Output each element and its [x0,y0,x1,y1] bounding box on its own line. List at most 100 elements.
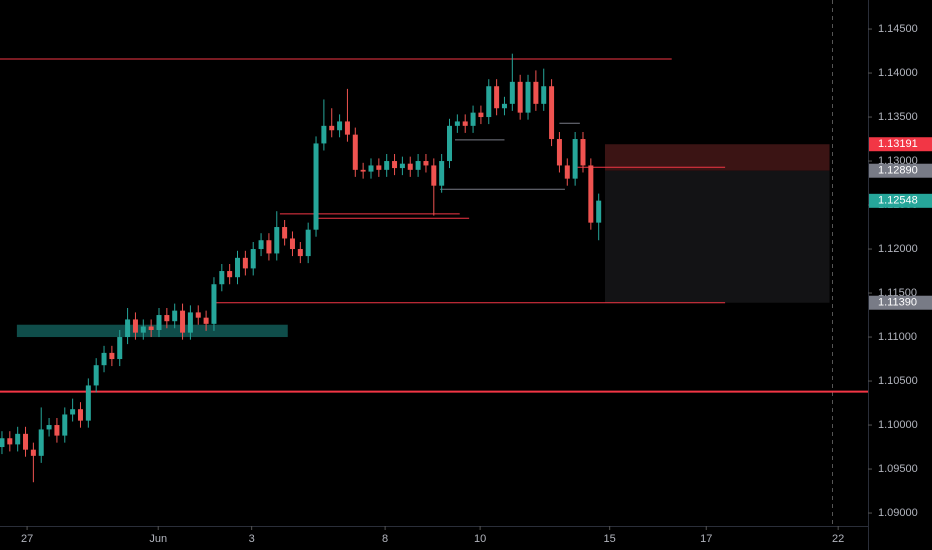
candle-body [431,165,437,186]
candle-body [93,365,99,386]
y-tick-label: 1.09000 [878,507,918,519]
candle-body [407,163,413,170]
candle-body [289,238,295,250]
candle-body [140,326,146,333]
candle-body [109,352,115,360]
candle-body [235,257,241,278]
candle-body [541,86,547,104]
target-zone [604,170,830,303]
price-badge [869,193,932,208]
support-zone [16,324,288,338]
x-tick-label: 3 [249,533,255,545]
price-badge-label: 1.12890 [878,165,918,177]
y-tick-label: 1.11000 [878,331,917,343]
candle-body [321,125,327,144]
candle-body [250,249,256,269]
candle-body [305,229,311,257]
candle-body [227,271,233,278]
candle-body [195,312,201,318]
candle-body [148,326,154,330]
candle-body [219,271,225,285]
candle-body [501,103,507,109]
x-tick-label: 15 [604,533,616,545]
candle-body [533,81,539,104]
price-badge [869,163,932,178]
candle-body [0,438,5,448]
candle-body [494,86,500,109]
candle-body [313,143,319,230]
candle-body [509,81,515,104]
candle-body [30,449,36,456]
candle-body [376,165,382,170]
candle-body [203,317,209,324]
candle-body [580,139,586,166]
x-tick-label: Jun [149,533,167,545]
price-badge-label: 1.11390 [878,297,917,309]
candle-body [384,161,390,170]
candle-body [172,310,178,322]
x-tick-label: 22 [832,533,844,545]
candle-body [454,121,460,126]
price-badge [869,137,932,152]
candle-body [549,86,555,140]
candle-body [156,315,162,330]
y-tick-label: 1.09500 [878,463,918,475]
candle-body [486,86,492,118]
y-tick-label: 1.14500 [878,23,918,35]
candle-body [596,200,602,223]
x-tick-label: 10 [474,533,486,545]
candle-body [344,121,350,135]
price-badge [869,295,932,310]
candle-body [439,161,445,186]
stop-zone [604,144,830,171]
candle-body [462,121,468,126]
price-badge-label: 1.12548 [878,195,918,207]
candle-body [125,319,131,338]
y-tick-label: 1.13500 [878,111,918,123]
candle-body [242,257,248,269]
candle-body [415,161,421,170]
candle-body [38,429,44,456]
candle-body [62,414,68,436]
candle-body [368,165,374,172]
candle-body [132,319,138,333]
candle-body [588,165,594,223]
candle-body [54,425,60,436]
candle-body [447,125,453,162]
candle-body [360,169,366,172]
candle-body [7,438,13,445]
candle-body [70,409,76,415]
x-tick-label: 17 [700,533,712,545]
candle-body [352,134,358,170]
candle-body [274,227,280,254]
candle-body [556,139,562,166]
candle-body [266,240,272,254]
candle-body [478,112,484,118]
candle-body [258,240,264,250]
y-tick-label: 1.12000 [878,243,918,255]
y-tick-label: 1.10000 [878,419,918,431]
candle-body [164,315,170,322]
candle-body [117,337,123,360]
candle-body [470,112,476,126]
candle-body [329,125,335,131]
candle-body [77,409,83,421]
x-tick-label: 8 [382,533,388,545]
candle-body [525,81,531,113]
candle-body [85,385,91,421]
candle-body [399,163,405,169]
candle-body [572,139,578,179]
candle-body [15,433,21,445]
candle-body [337,121,343,131]
candle-body [423,161,429,166]
candle-body [180,310,186,333]
candle-body [187,312,193,333]
y-tick-label: 1.10500 [878,375,918,387]
x-tick-label: 27 [21,533,33,545]
candle-body [46,425,52,430]
price-badge-label: 1.13191 [878,138,918,150]
y-tick-label: 1.14000 [878,67,918,79]
candle-body [211,284,217,324]
